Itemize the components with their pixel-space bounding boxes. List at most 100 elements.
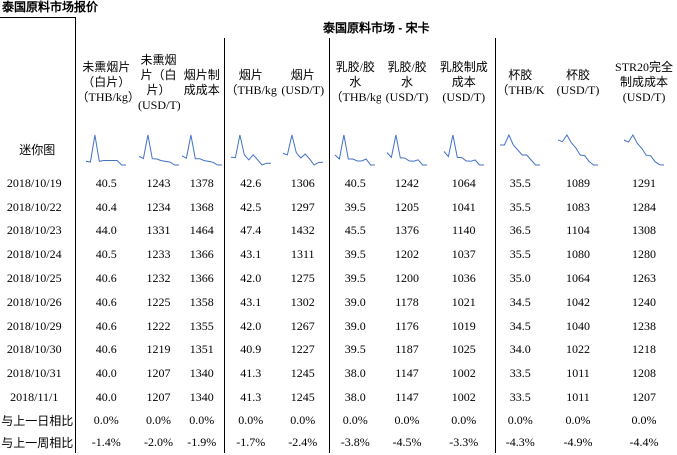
- sparkline-cell: [433, 128, 495, 172]
- sparkline-chart: [181, 134, 222, 165]
- table-cell: 43.1: [223, 242, 277, 267]
- column-header-label: 乳胶制成成本(USD/T): [439, 60, 488, 104]
- table-cell: 1245: [290, 366, 315, 381]
- column-header-label: 未熏烟片（白片）（THB/kg）: [76, 60, 138, 104]
- sparkline-cell: [74, 127, 137, 172]
- row-date: 2018/10/31: [0, 361, 76, 386]
- sparkline-line: [181, 134, 222, 165]
- row-date: 2018/10/24: [0, 242, 76, 267]
- sparkline-cell: [277, 128, 329, 172]
- row-date: 2018/11/1: [0, 385, 76, 410]
- sparkline-chart: [623, 133, 665, 165]
- price-table: 泰国原料市场 - 宋卡 未熏烟片（白片）（THB/kg） 未熏烟片（白片）(USD…: [0, 17, 677, 454]
- comparison-cell: 0.0%: [223, 409, 277, 432]
- table-cell: 1002: [451, 390, 476, 405]
- column-header-label: 杯胶（THB/KG）: [496, 67, 546, 97]
- column-header: 乳胶/胶水(USD/T): [381, 38, 433, 128]
- column-header: 杯胶（THB/KG）: [494, 37, 546, 128]
- column-header: 乳胶/胶水（THB/kg）: [328, 37, 382, 128]
- comparison-cell: -1.9%: [187, 434, 217, 449]
- table-cell: 34.0: [494, 338, 545, 362]
- table-cell: 1089: [566, 175, 590, 190]
- column-header-label: 乳胶/胶水（THB/kg）: [330, 60, 382, 104]
- table-cell: 1340: [189, 390, 214, 405]
- sparkline-cell: [328, 127, 381, 172]
- sparkline-cell: [223, 127, 277, 172]
- column-header-label: STR20完全制成成本(USD/T): [615, 60, 674, 104]
- column-header-row: 未熏烟片（白片）（THB/kg） 未熏烟片（白片）(USD/T) 烟片制成成本 烟片（…: [0, 37, 677, 128]
- table-cell: 1240: [632, 294, 657, 309]
- sparkline-cell: [494, 127, 545, 172]
- table-cell: 1358: [189, 294, 214, 309]
- column-header-label: 烟片(USD/T): [281, 67, 325, 97]
- table-cell: 1368: [189, 199, 214, 214]
- table-cell: 39.5: [328, 195, 381, 220]
- table-cell: 1178: [395, 294, 419, 309]
- table-cell: 1040: [566, 318, 590, 333]
- table-cell: 33.5: [494, 385, 545, 410]
- table-cell: 1355: [189, 318, 214, 333]
- table-cell: 1147: [395, 390, 419, 405]
- table-cell: 41.3: [223, 361, 277, 386]
- sparkline-cell: [611, 128, 677, 172]
- comparison-cell: -4.5%: [392, 434, 422, 449]
- column-header: 未熏烟片（白片）（THB/kg）: [74, 37, 138, 128]
- row-date: 2018/10/22: [0, 195, 76, 220]
- table-cell: 40.6: [74, 338, 137, 362]
- table-cell: 1222: [146, 318, 171, 333]
- table-cell: 1064: [566, 271, 590, 286]
- table-row: 2018/10/29 40.6 1222 1355 42.0 1267 39.0 1176 10…: [0, 314, 677, 339]
- table-cell: 1147: [395, 366, 419, 381]
- table-cell: 33.5: [494, 361, 545, 386]
- comparison-label: 与上一日相比: [0, 409, 76, 432]
- comparison-cell: -1.7%: [223, 431, 277, 454]
- column-header: 乳胶制成成本(USD/T): [433, 38, 495, 128]
- sparkline-cell: [137, 128, 180, 172]
- table-cell: 38.0: [328, 361, 381, 386]
- table-cell: 1019: [451, 318, 476, 333]
- corner-cell: [0, 17, 76, 38]
- table-cell: 1464: [189, 223, 214, 238]
- table-cell: 1200: [395, 271, 419, 286]
- table-cell: 40.6: [74, 266, 137, 291]
- table-cell: 35.0: [494, 266, 545, 291]
- sparkline-line: [386, 134, 427, 165]
- table-cell: 1306: [290, 175, 315, 190]
- column-header-label: 乳胶/胶水(USD/T): [385, 60, 429, 104]
- table-cell: 40.0: [74, 361, 137, 386]
- table-cell: 40.6: [74, 290, 137, 315]
- sparkline-cell: [545, 128, 611, 172]
- table-cell: 45.5: [328, 219, 381, 243]
- table-cell: 1302: [290, 294, 315, 309]
- row-date: 2018/10/29: [0, 314, 76, 339]
- column-header-label: 烟片（THB/kg）: [225, 67, 278, 97]
- table-cell: 40.9: [223, 338, 277, 362]
- sparkline-chart: [86, 134, 127, 165]
- table-cell: 1233: [146, 247, 171, 262]
- comparison-cell: -1.4%: [74, 431, 137, 454]
- table-cell: 1238: [632, 318, 657, 333]
- table-cell: 1280: [632, 247, 657, 262]
- row-date: 2018/10/26: [0, 290, 76, 315]
- table-cell: 40.5: [74, 171, 137, 196]
- table-cell: 1022: [566, 342, 590, 357]
- table-cell: 1219: [146, 342, 171, 357]
- column-header: 杯胶(USD/T): [545, 38, 611, 128]
- table-cell: 1042: [566, 294, 590, 309]
- comparison-cell: 0.0%: [494, 409, 545, 432]
- table-cell: 41.3: [223, 385, 277, 410]
- table-cell: 1083: [566, 199, 590, 214]
- table-cell: 38.0: [328, 385, 381, 410]
- table-cell: 1366: [189, 271, 214, 286]
- comparison-cell: 0.0%: [328, 409, 381, 432]
- table-cell: 35.5: [494, 171, 545, 196]
- column-header: 烟片(USD/T): [277, 38, 329, 128]
- table-cell: 1208: [632, 366, 657, 381]
- table-cell: 39.0: [328, 314, 381, 339]
- sparkline-line: [334, 134, 376, 165]
- table-cell: 42.0: [223, 266, 277, 291]
- table-cell: 42.0: [223, 314, 277, 339]
- table-cell: 1366: [189, 247, 214, 262]
- sparkline-line: [443, 134, 484, 165]
- table-cell: 1104: [566, 223, 590, 238]
